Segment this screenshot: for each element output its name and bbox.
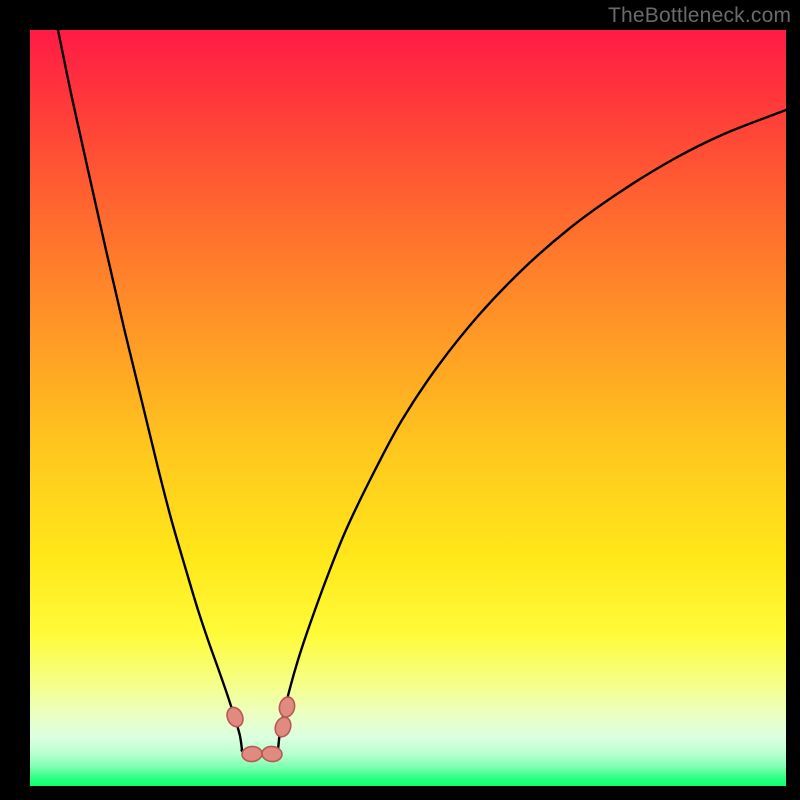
bottleneck-curve	[58, 30, 786, 755]
curve-layer	[0, 0, 800, 800]
marker-group	[224, 696, 296, 763]
marker-3	[273, 715, 293, 739]
marker-0	[224, 705, 246, 729]
marker-2	[262, 746, 283, 762]
marker-1	[242, 746, 263, 762]
watermark-text: TheBottleneck.com	[608, 4, 791, 28]
chart-frame: TheBottleneck.com	[0, 0, 800, 800]
marker-4	[278, 696, 297, 719]
